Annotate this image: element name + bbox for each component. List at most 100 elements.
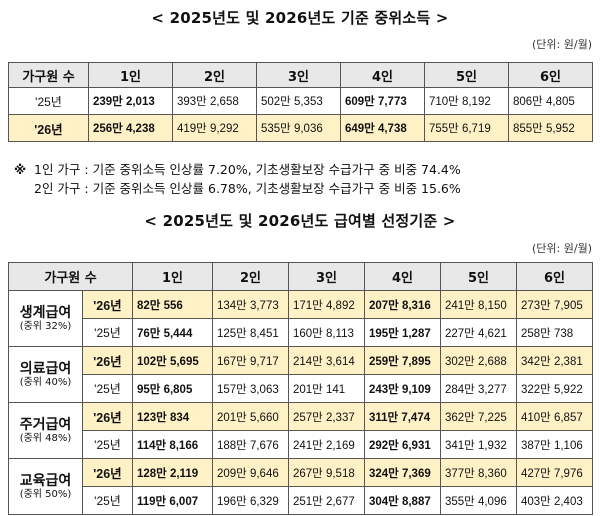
value-cell: 167만 9,717 [212, 346, 289, 375]
value-cell: 355만 4,096 [440, 486, 517, 515]
value-cell: 201만 141 [288, 374, 365, 403]
header-5-person: 5인 [440, 262, 517, 291]
note-text: 1인 가구 : 기준 중위소득 인상률 7.20%, 기초생활보장 수급가구 중… [34, 162, 461, 177]
notes: ※ 1인 가구 : 기준 중위소득 인상률 7.20%, 기초생활보장 수급가구 … [14, 160, 461, 198]
benefit-name: 생계급여 [19, 304, 72, 321]
benefit-name: 교육급여 [19, 472, 72, 489]
value-cell: 241만 2,169 [288, 430, 365, 459]
value-cell: 95만 6,805 [132, 374, 213, 403]
benefit-name: 주거급여 [19, 416, 72, 433]
value-cell: 239만 2,013 [88, 87, 173, 115]
header-2-person: 2인 [212, 262, 289, 291]
value-cell: 214만 3,614 [288, 346, 365, 375]
value-cell: 196만 6,329 [212, 486, 289, 515]
benefit-threshold: (중위 48%) [19, 432, 72, 444]
table1-unit: (단위: 원/월) [532, 38, 592, 51]
value-cell: 251만 2,677 [288, 486, 365, 515]
benefit-category: 교육급여 (중위 50%) [8, 458, 83, 515]
benefit-criteria-table: 가구원 수 1인 2인 3인 4인 5인 6인 생계급여 (중위 32%) '26년… [8, 262, 593, 515]
note-text: 2인 가구 : 기준 중위소득 인상률 6.78%, 기초생활보장 수급가구 중… [34, 181, 461, 196]
year-label: '25년 [82, 430, 133, 459]
median-income-table: 가구원 수 1인 2인 3인 4인 5인 6인 '25년 239만 2,013 … [8, 62, 593, 142]
value-cell: 241만 8,150 [440, 290, 517, 319]
benefit-threshold: (중위 32%) [19, 320, 72, 332]
table2-title: < 2025년도 및 2026년도 급여별 선정기준 > [144, 212, 456, 230]
year-label: '26년 [8, 114, 89, 142]
value-cell: 387만 1,106 [516, 430, 593, 459]
table-row: '25년 95만 6,805 157만 3,063 201만 141 243만 9,10… [9, 374, 593, 403]
value-cell: 119만 6,007 [132, 486, 213, 515]
benefit-category: 주거급여 (중위 48%) [8, 402, 83, 459]
header-5-person: 5인 [424, 62, 509, 88]
table-row: '25년 239만 2,013 393만 2,658 502만 5,353 60… [8, 87, 593, 115]
value-cell: 267만 9,518 [288, 458, 365, 487]
year-label: '25년 [82, 374, 133, 403]
year-label: '26년 [82, 402, 133, 431]
table-row: '25년 119만 6,007 196만 6,329 251만 2,677 304만 8… [9, 486, 593, 515]
table-row: 교육급여 (중위 50%) '26년 128만 2,119 209만 9,646 267만… [8, 458, 593, 515]
value-cell: 82만 556 [132, 290, 213, 319]
value-cell: 273만 7,905 [516, 290, 593, 319]
value-cell: 76만 5,444 [132, 318, 213, 347]
value-cell: 160만 8,113 [288, 318, 365, 347]
value-cell: 157만 3,063 [212, 374, 289, 403]
value-cell: 128만 2,119 [132, 458, 213, 487]
value-cell: 284만 3,277 [440, 374, 517, 403]
header-6-person: 6인 [516, 262, 593, 291]
value-cell: 259만 7,895 [364, 346, 441, 375]
header-6-person: 6인 [508, 62, 593, 88]
table-row: '25년 114만 8,166 188만 7,676 241만 2,169 292만 6… [9, 430, 593, 459]
value-cell: 393만 2,658 [172, 87, 257, 115]
header-3-person: 3인 [256, 62, 341, 88]
value-cell: 171만 4,892 [288, 290, 365, 319]
table1-title: < 2025년도 및 2026년도 기준 중위소득 > [151, 9, 449, 27]
benefit-category: 의료급여 (중위 40%) [8, 346, 83, 403]
value-cell: 256만 4,238 [88, 114, 173, 142]
value-cell: 403만 2,403 [516, 486, 593, 515]
value-cell: 258만 738 [516, 318, 593, 347]
table-row: '26년 256만 4,238 419만 9,292 535만 9,036 64… [8, 114, 593, 142]
table-row: 의료급여 (중위 40%) '26년 102만 5,695 167만 9,717 214만… [8, 346, 593, 403]
header-household-size: 가구원 수 [8, 62, 89, 88]
header-1-person: 1인 [88, 62, 173, 88]
value-cell: 195만 1,287 [364, 318, 441, 347]
value-cell: 755만 6,719 [424, 114, 509, 142]
value-cell: 535만 9,036 [256, 114, 341, 142]
year-label: '26년 [82, 458, 133, 487]
value-cell: 102만 5,695 [132, 346, 213, 375]
year-label: '25년 [82, 318, 133, 347]
note-mark: ※ [14, 162, 27, 177]
value-cell: 304만 8,887 [364, 486, 441, 515]
value-cell: 114만 8,166 [132, 430, 213, 459]
note-line: ※ 1인 가구 : 기준 중위소득 인상률 7.20%, 기초생활보장 수급가구 … [14, 160, 461, 179]
header-4-person: 4인 [340, 62, 425, 88]
value-cell: 410만 6,857 [516, 402, 593, 431]
header-1-person: 1인 [132, 262, 213, 291]
value-cell: 377만 8,360 [440, 458, 517, 487]
value-cell: 324만 7,369 [364, 458, 441, 487]
table-row: 주거급여 (중위 48%) '26년 123만 834 201만 5,660 257만 2… [8, 402, 593, 459]
value-cell: 209만 9,646 [212, 458, 289, 487]
value-cell: 188만 7,676 [212, 430, 289, 459]
benefit-category: 생계급여 (중위 32%) [8, 290, 83, 347]
value-cell: 419만 9,292 [172, 114, 257, 142]
note-line: 2인 가구 : 기준 중위소득 인상률 6.78%, 기초생활보장 수급가구 중… [14, 179, 461, 198]
benefit-threshold: (중위 50%) [19, 488, 72, 500]
value-cell: 609만 7,773 [340, 87, 425, 115]
value-cell: 134만 3,773 [212, 290, 289, 319]
year-label: '25년 [8, 87, 89, 115]
value-cell: 342만 2,381 [516, 346, 593, 375]
value-cell: 710만 8,192 [424, 87, 509, 115]
value-cell: 649만 4,738 [340, 114, 425, 142]
value-cell: 341만 1,932 [440, 430, 517, 459]
value-cell: 207만 8,316 [364, 290, 441, 319]
value-cell: 123만 834 [132, 402, 213, 431]
value-cell: 311만 7,474 [364, 402, 441, 431]
benefit-threshold: (중위 40%) [19, 376, 72, 388]
value-cell: 502만 5,353 [256, 87, 341, 115]
header-4-person: 4인 [364, 262, 441, 291]
value-cell: 427만 7,976 [516, 458, 593, 487]
year-label: '25년 [82, 486, 133, 515]
header-2-person: 2인 [172, 62, 257, 88]
table-row: 생계급여 (중위 32%) '26년 82만 556 134만 3,773 171만 4,… [8, 290, 593, 347]
